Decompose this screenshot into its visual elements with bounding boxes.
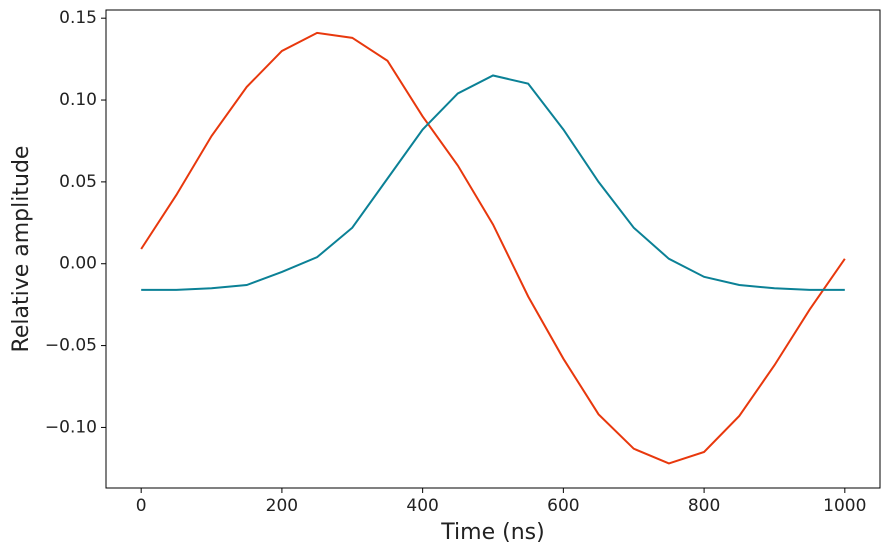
y-tick-label: 0.05 — [59, 172, 97, 192]
data-line — [140, 31, 846, 465]
x-tick-label: 600 — [547, 496, 579, 516]
plot-frame — [105, 9, 881, 489]
x-tick-label: 0 — [136, 496, 147, 516]
y-axis-title: Relative amplitude — [9, 146, 34, 353]
y-tick-label: −0.10 — [45, 417, 97, 437]
y-tick-label: −0.05 — [45, 336, 97, 356]
y-tick-label: 0.15 — [59, 8, 97, 28]
x-axis-title: Time (ns) — [440, 520, 544, 545]
y-tick-label: 0.10 — [59, 90, 97, 110]
y-tick-label: 0.00 — [59, 254, 97, 274]
x-tick-label: 800 — [688, 496, 720, 516]
x-tick-label: 1000 — [823, 496, 866, 516]
x-tick-label: 200 — [266, 496, 298, 516]
data-line — [141, 74, 845, 291]
x-tick-label: 400 — [406, 496, 438, 516]
